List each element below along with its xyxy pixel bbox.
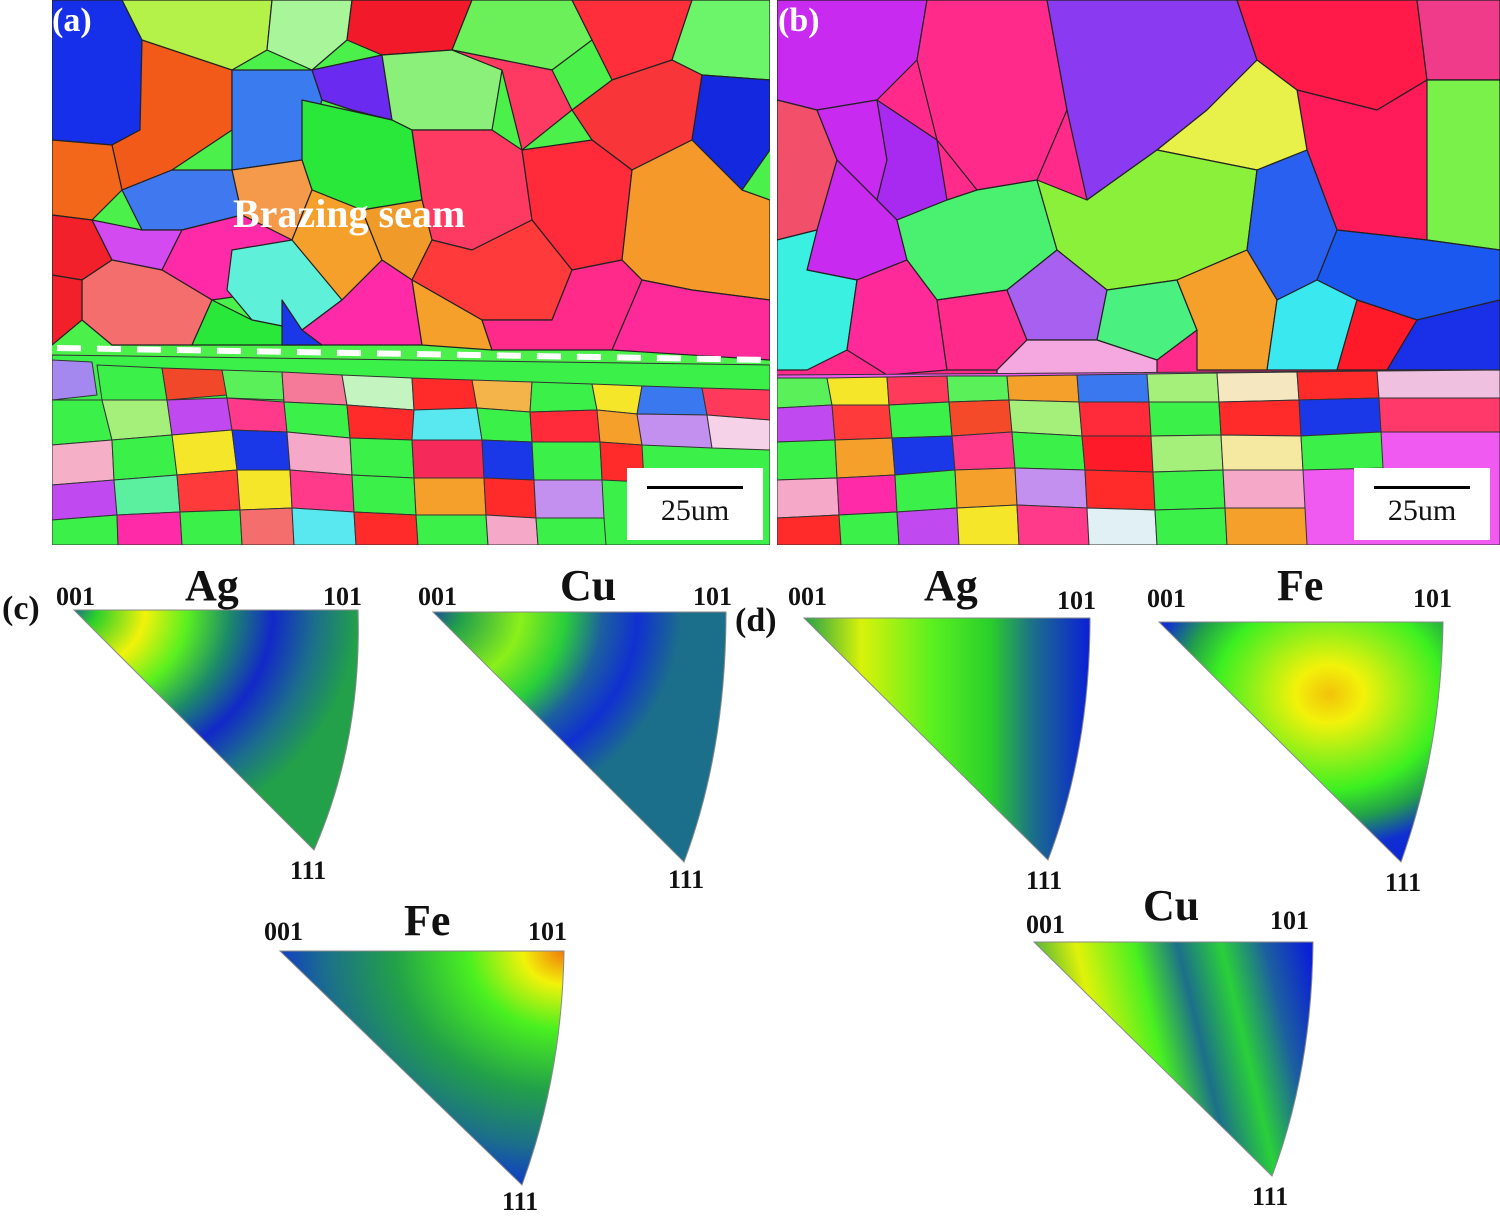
ipf-triangle	[72, 609, 359, 851]
fine-grain-region-b	[777, 369, 1500, 545]
ipf-corner-101: 101	[528, 917, 567, 946]
ipf-corner-101: 101	[1270, 906, 1309, 935]
scale-bar-b: 25um	[1354, 468, 1490, 540]
ipf-corner-111: 111	[1252, 1182, 1289, 1211]
ipf-d-cu: Cu 001 101 111	[1026, 880, 1340, 1220]
ipf-corner-101: 101	[323, 582, 362, 611]
panel-label-a: (a)	[52, 2, 92, 39]
ipf-corner-001: 001	[1026, 910, 1065, 939]
ipf-element-label: Fe	[1277, 561, 1324, 610]
ipf-element-label: Cu	[560, 561, 617, 610]
ipf-corner-001: 001	[418, 582, 457, 611]
ipf-corner-111: 111	[1385, 868, 1422, 897]
scale-bar-line	[647, 486, 743, 489]
ipf-corner-001: 001	[264, 917, 303, 946]
ipf-c-ag: Ag 001 101 111	[56, 560, 380, 890]
grain-mosaic-a	[52, 0, 770, 545]
ipf-triangle	[802, 617, 1091, 861]
ipf-element-label: Ag	[185, 561, 239, 610]
ipf-triangle	[1157, 621, 1444, 863]
ipf-d-fe: Fe 001 101 111	[1147, 560, 1475, 900]
ipf-corner-101: 101	[1413, 584, 1452, 613]
brazing-seam-annotation: Brazing seam	[233, 191, 466, 236]
ipf-corner-001: 001	[1147, 584, 1186, 613]
fine-grain-region-a	[52, 354, 770, 545]
ipf-d-ag: Ag 001 101 111	[788, 560, 1110, 900]
ipf-c-fe: Fe 001 101 111	[262, 895, 582, 1220]
ipf-element-label: Ag	[924, 561, 978, 610]
panel-label-d: (d)	[735, 602, 777, 639]
ipf-element-label: Cu	[1143, 881, 1200, 930]
ipf-triangle	[278, 950, 565, 1186]
panel-label-b: (b)	[778, 2, 820, 39]
ipf-corner-101: 101	[693, 582, 732, 611]
scale-bar-text: 25um	[1387, 494, 1457, 527]
grain-mosaic-b	[777, 0, 1500, 545]
panel-label-c: (c)	[2, 590, 40, 627]
scale-bar-text: 25um	[660, 494, 730, 527]
ipf-corner-111: 111	[1026, 866, 1063, 895]
scale-bar-line	[1374, 486, 1470, 489]
ipf-triangle	[1032, 941, 1314, 1177]
ipf-c-cu: Cu 001 101 111	[418, 560, 740, 900]
ebsd-map-a	[52, 0, 770, 545]
ipf-corner-111: 111	[668, 865, 705, 894]
ipf-corner-111: 111	[502, 1187, 539, 1216]
ipf-triangle	[431, 611, 727, 863]
ebsd-map-b	[777, 0, 1500, 545]
ipf-corner-111: 111	[290, 856, 327, 885]
ipf-corner-001: 001	[56, 582, 95, 611]
ipf-element-label: Fe	[404, 896, 451, 945]
scale-bar-a: 25um	[627, 468, 763, 540]
ipf-corner-101: 101	[1057, 586, 1096, 615]
ipf-corner-001: 001	[788, 582, 827, 611]
